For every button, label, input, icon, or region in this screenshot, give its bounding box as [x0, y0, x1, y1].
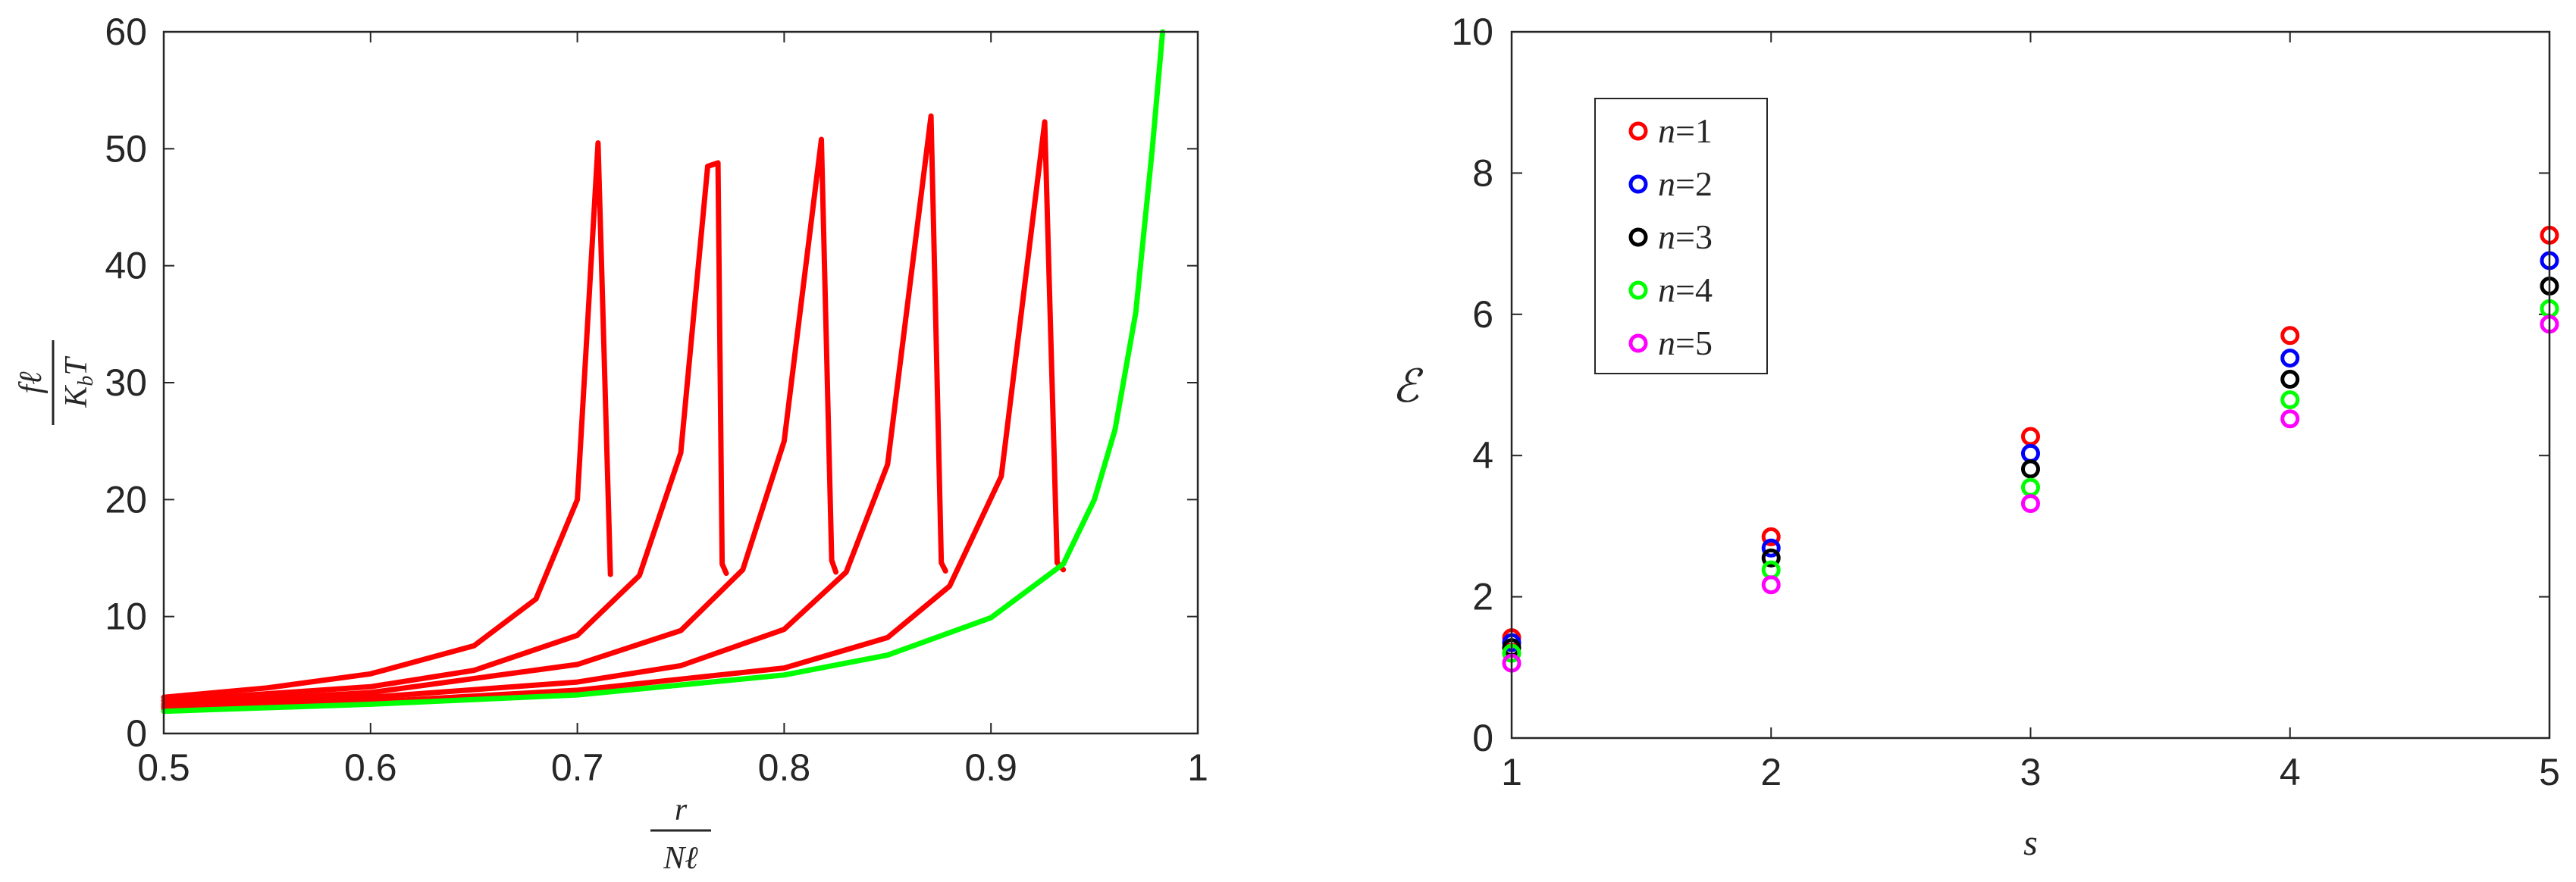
y-tick-label: 30: [105, 361, 147, 404]
y-tick-label: 6: [1472, 293, 1493, 336]
series-line-3: [161, 136, 839, 707]
y-label-den-sub: b: [74, 376, 98, 386]
legend-label: n=5: [1658, 324, 1713, 362]
legend-eq: =2: [1675, 164, 1713, 203]
data-point-n=5-s4: [2280, 409, 2300, 429]
x-label-numerator: r: [675, 793, 688, 827]
y-label-den-tail: T: [59, 356, 94, 376]
x-tick-label: 2: [1760, 751, 1782, 793]
legend-item-n=1: n=1: [1628, 111, 1713, 150]
y-tick-label: 10: [1451, 11, 1493, 53]
x-tick-label: 4: [2280, 751, 2301, 793]
x-tick-label: 5: [2539, 751, 2560, 793]
y-tick-label: 2: [1472, 576, 1493, 618]
series-line-1: [161, 140, 613, 700]
legend-var: n: [1658, 217, 1675, 256]
x-tick-label: 0.8: [758, 746, 811, 789]
legend-var: n: [1658, 164, 1675, 203]
y-label-numerator: fℓ: [14, 371, 49, 394]
y-axis-label: fℓ KbT: [14, 340, 98, 425]
data-point-n=5-s3: [2021, 494, 2040, 514]
x-tick-label: 0.7: [551, 746, 604, 789]
legend-marker: [1628, 121, 1648, 141]
legend-var: n: [1658, 324, 1675, 362]
data-point-n=1-s2: [1761, 527, 1781, 546]
data-point-n=1-s4: [2280, 326, 2300, 346]
y-tick-label: 40: [105, 245, 147, 287]
data-point-n=2-s3: [2021, 443, 2040, 463]
data-point-n=4-s3: [2021, 477, 2040, 497]
y-axis-label: ℰ: [1392, 361, 1424, 411]
y-tick-label: 0: [1472, 717, 1493, 759]
legend-eq: =5: [1675, 324, 1713, 362]
x-tick-label: 0.5: [137, 746, 190, 789]
legend-marker: [1628, 333, 1648, 353]
x-label-denominator: Nℓ: [663, 841, 698, 876]
y-label-denominator: KbT: [59, 356, 98, 408]
legend-label: n=1: [1658, 111, 1713, 150]
data-point-n=3-s2: [1761, 548, 1781, 568]
y-tick-label: 0: [126, 712, 147, 755]
legend-label: n=2: [1658, 164, 1713, 203]
y-tick-label: 4: [1472, 434, 1493, 477]
x-tick-label: 3: [2020, 751, 2042, 793]
legend-item-n=5: n=5: [1628, 324, 1713, 362]
y-tick-label: 20: [105, 478, 147, 521]
legend-eq: =1: [1675, 111, 1713, 150]
x-tick-label: 1: [1187, 746, 1208, 789]
data-point-n=3-s4: [2280, 370, 2300, 389]
legend-var: n: [1658, 271, 1675, 309]
y-label-den-main: K: [59, 385, 94, 408]
legend-item-n=2: n=2: [1628, 164, 1713, 203]
x-axis-label: s: [2023, 823, 2038, 863]
legend-label: n=3: [1658, 217, 1713, 256]
legend: n=1n=2n=3n=4n=5: [1594, 98, 1768, 374]
legend-item-n=4: n=4: [1628, 271, 1713, 309]
series-line-4: [161, 113, 948, 709]
plot-frame: [162, 30, 1199, 735]
legend-box: [1594, 98, 1768, 374]
legend-eq: =3: [1675, 217, 1713, 256]
legend-marker: [1628, 227, 1648, 247]
data-point-n=1-s3: [2021, 427, 2040, 446]
legend-var: n: [1658, 111, 1675, 150]
data-point-n=3-s3: [2021, 459, 2040, 479]
legend-marker: [1628, 174, 1648, 194]
data-point-n=4-s4: [2280, 390, 2300, 410]
series-line-6: [161, 29, 1166, 715]
y-tick-label: 60: [105, 11, 147, 53]
y-tick-label: 8: [1472, 152, 1493, 194]
data-point-n=5-s2: [1761, 575, 1781, 595]
y-tick-label: 50: [105, 127, 147, 170]
x-tick-label: 1: [1501, 751, 1522, 793]
x-axis-label: r Nℓ: [650, 793, 711, 876]
legend-label: n=4: [1658, 271, 1713, 309]
legend-marker: [1628, 280, 1648, 300]
plot-frame: [1510, 30, 2551, 740]
legend-item-n=3: n=3: [1628, 217, 1713, 256]
series-line-2: [161, 160, 729, 704]
x-tick-label: 0.6: [344, 746, 397, 789]
series-line-5: [161, 119, 1067, 712]
data-point-n=2-s4: [2280, 349, 2300, 368]
legend-eq: =4: [1675, 271, 1713, 309]
data-point-n=2-s2: [1761, 538, 1781, 558]
x-tick-label: 0.9: [964, 746, 1017, 789]
y-tick-label: 10: [105, 596, 147, 638]
